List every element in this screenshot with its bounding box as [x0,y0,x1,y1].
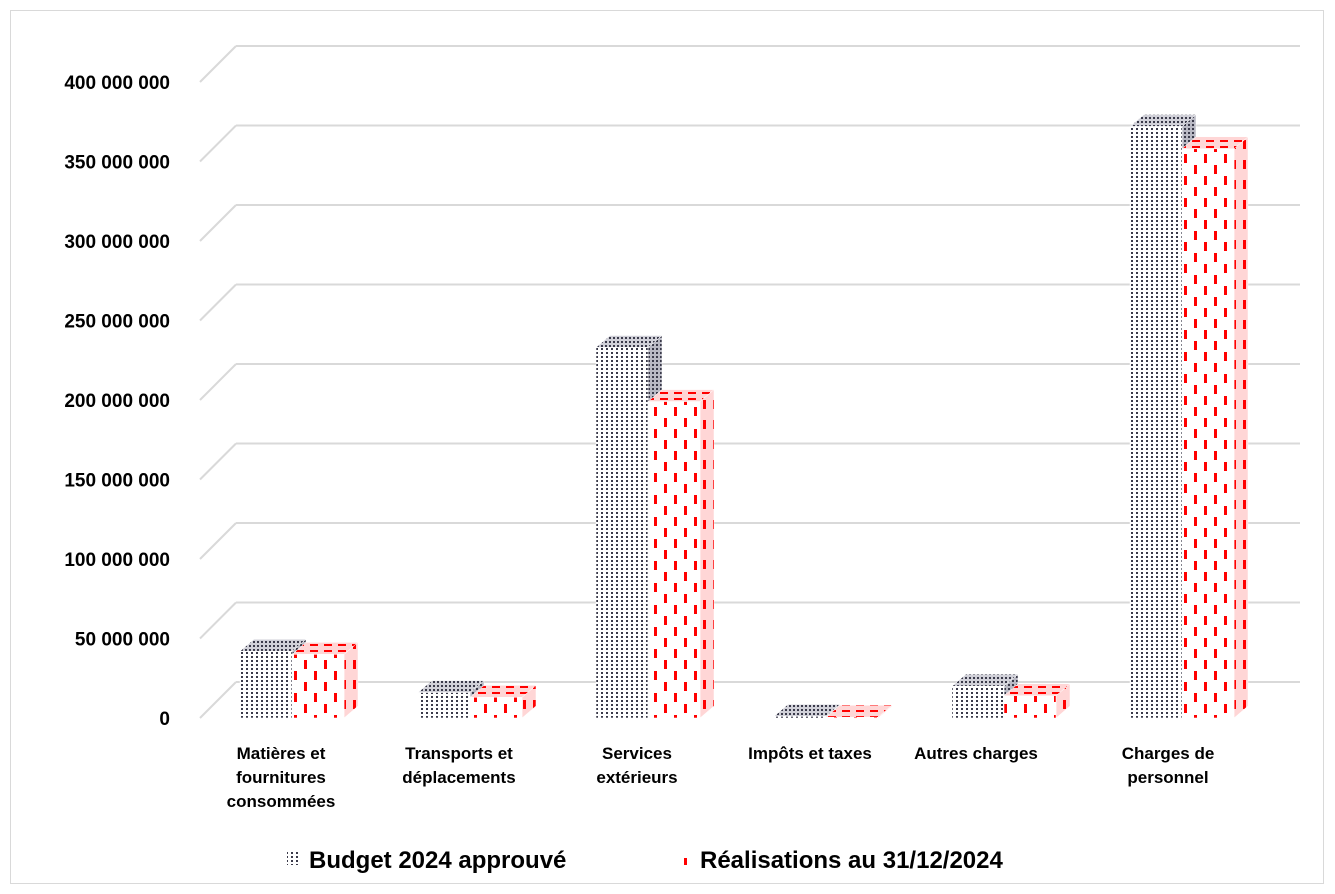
legend-label-budget: Budget 2024 approuvé [309,847,566,874]
bar-front [1181,148,1235,719]
gridline-diagonal [199,442,237,481]
legend-swatch-budget [287,851,301,865]
gridline-diagonal [199,681,237,719]
x-category-label: Charges de personnel [1122,744,1215,787]
x-category-label: Transports et déplacements [402,744,515,787]
bar-realisation-1 [469,684,537,719]
legend-swatch-realisations [678,851,692,865]
gridline-diagonal [199,204,237,242]
bar-front [1129,126,1183,719]
y-tick-label: 250 000 000 [64,312,170,333]
gridline-diagonal [199,45,237,83]
x-category-label: Autres charges [914,744,1038,763]
bar-series [239,113,1249,719]
gridline-diagonal [199,283,237,322]
bar-side [699,389,715,719]
y-tick-label: 100 000 000 [64,550,170,571]
legend-item-budget: Budget 2024 approuvé [287,847,566,874]
bar-front [647,401,701,719]
y-tick-label: 0 [159,709,170,730]
y-tick-label: 350 000 000 [64,153,170,174]
bar-front [469,697,523,719]
gridline-diagonal [199,601,237,640]
gridline-diagonal [199,522,237,560]
bar-front [595,347,649,719]
bar-side [1233,136,1249,719]
bar-front [291,654,345,719]
bar-front [1003,695,1057,719]
legend-item-realisations: Réalisations au 31/12/2024 [678,847,1004,874]
y-tick-label: 150 000 000 [64,471,170,492]
bar-realisation-5 [1181,136,1249,719]
y-tick-label: 50 000 000 [75,630,170,651]
bar-realisation-2 [647,389,715,719]
y-axis-tick-labels: 0 50 000 000 100 000 000 150 000 000 200 000… [64,73,170,730]
y-tick-label: 300 000 000 [64,232,170,253]
legend: Budget 2024 approuvé Réalisations au 31/… [287,847,1004,874]
gridline-diagonal [199,124,237,163]
gridline-diagonal [199,363,237,401]
bar-front [417,692,471,719]
legend-label-realisations: Réalisations au 31/12/2024 [700,847,1004,874]
x-axis-category-labels: Matières et fournitures consommées Transpor… [227,744,1215,811]
bar-side [343,641,359,719]
bar-budget-1 [417,680,485,719]
bar-front [773,716,827,719]
bar-realisation-3 [825,704,893,719]
x-category-label: Services extérieurs [596,744,677,787]
bar-front [239,650,293,719]
y-tick-label: 400 000 000 [64,73,170,94]
gridlines [199,45,1300,719]
bar-front [825,716,879,719]
y-tick-label: 200 000 000 [64,391,170,412]
x-category-label: Matières et fournitures consommées [227,744,336,811]
bar-realisation-4 [1003,683,1071,719]
bar-front [951,685,1005,719]
x-category-label: Impôts et taxes [748,744,872,763]
bar-realisation-0 [291,641,359,719]
